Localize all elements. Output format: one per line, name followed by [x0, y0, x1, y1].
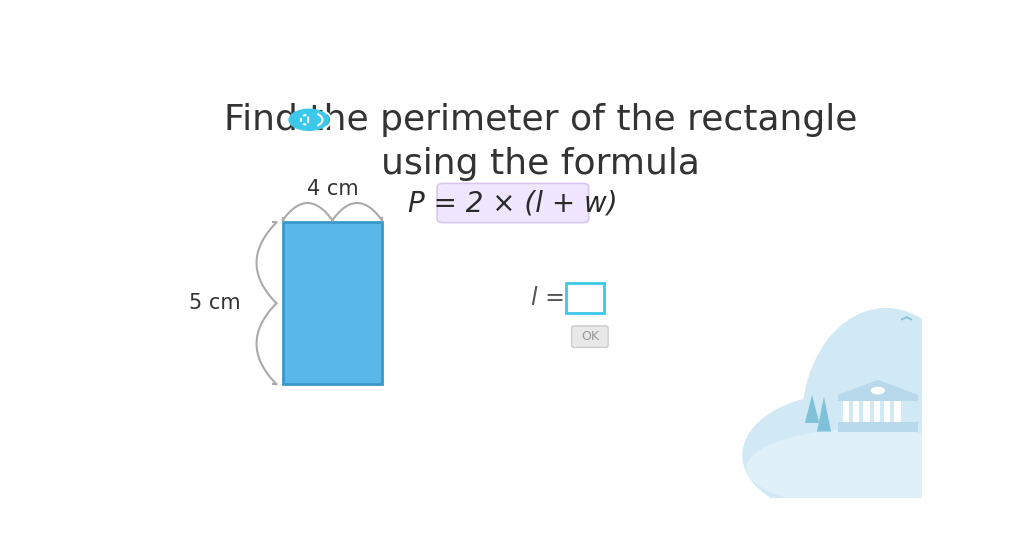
- Ellipse shape: [748, 430, 985, 507]
- FancyBboxPatch shape: [566, 283, 604, 313]
- Circle shape: [870, 387, 885, 394]
- FancyBboxPatch shape: [839, 422, 918, 432]
- Circle shape: [289, 109, 330, 131]
- FancyBboxPatch shape: [853, 400, 859, 422]
- Polygon shape: [837, 380, 920, 395]
- Ellipse shape: [743, 395, 941, 516]
- FancyBboxPatch shape: [894, 400, 900, 422]
- FancyBboxPatch shape: [884, 400, 890, 422]
- FancyBboxPatch shape: [571, 326, 608, 347]
- FancyBboxPatch shape: [873, 400, 880, 422]
- Ellipse shape: [803, 309, 969, 533]
- Text: Find the perimeter of the rectangle: Find the perimeter of the rectangle: [224, 103, 857, 137]
- Polygon shape: [805, 395, 819, 423]
- Text: 5 cm: 5 cm: [189, 293, 241, 313]
- FancyBboxPatch shape: [839, 395, 918, 400]
- FancyBboxPatch shape: [437, 184, 589, 223]
- Text: OK: OK: [581, 330, 599, 343]
- FancyBboxPatch shape: [283, 222, 382, 384]
- Text: 4 cm: 4 cm: [306, 179, 358, 199]
- Polygon shape: [817, 397, 831, 432]
- Text: l =: l =: [530, 286, 564, 310]
- FancyBboxPatch shape: [863, 400, 869, 422]
- FancyBboxPatch shape: [843, 400, 849, 422]
- Text: using the formula: using the formula: [381, 147, 700, 181]
- Text: P = 2 × (l + w): P = 2 × (l + w): [409, 189, 617, 217]
